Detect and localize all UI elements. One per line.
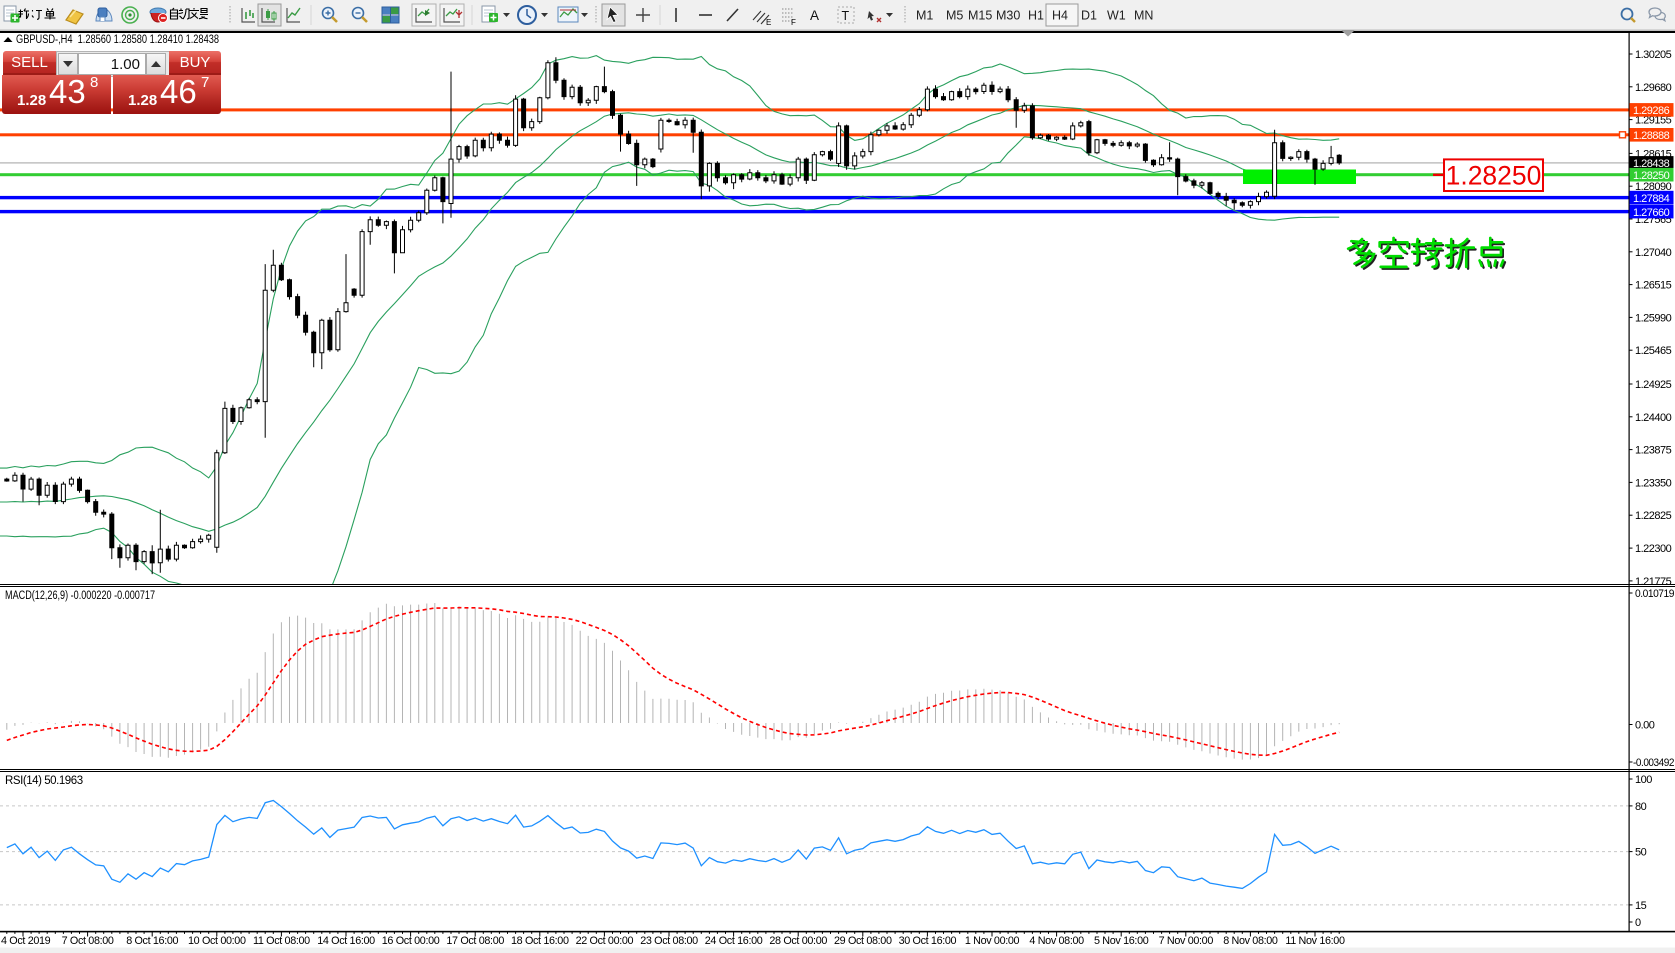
svg-text:100: 100 xyxy=(1635,774,1652,786)
svg-text:1.25990: 1.25990 xyxy=(1635,312,1672,324)
svg-text:T: T xyxy=(842,9,850,23)
svg-text:17 Oct 08:00: 17 Oct 08:00 xyxy=(446,935,504,947)
svg-text:-0.003492: -0.003492 xyxy=(1633,757,1674,769)
svg-text:1.24400: 1.24400 xyxy=(1635,412,1672,424)
svg-text:1.23350: 1.23350 xyxy=(1635,477,1672,489)
svg-text:1.22300: 1.22300 xyxy=(1635,543,1672,555)
svg-text:8 Nov 08:00: 8 Nov 08:00 xyxy=(1223,935,1278,947)
svg-text:W1: W1 xyxy=(1107,9,1126,23)
svg-text:M15: M15 xyxy=(968,9,992,23)
svg-text:1.27660: 1.27660 xyxy=(1633,207,1670,219)
svg-text:1.28250: 1.28250 xyxy=(1633,170,1670,182)
svg-text:4 Oct 2019: 4 Oct 2019 xyxy=(1,935,51,947)
svg-text:1.28250: 1.28250 xyxy=(1446,161,1542,191)
svg-text:1.29286: 1.29286 xyxy=(1633,105,1670,117)
svg-text:MN: MN xyxy=(1134,9,1153,23)
svg-text:0.00: 0.00 xyxy=(1635,720,1655,732)
svg-text:M30: M30 xyxy=(996,9,1020,23)
svg-text:10 Oct 00:00: 10 Oct 00:00 xyxy=(188,935,246,947)
svg-text:H4: H4 xyxy=(1052,9,1068,23)
svg-text:18 Oct 16:00: 18 Oct 16:00 xyxy=(511,935,569,947)
svg-text:MACD(12,26,9) -0.000220 -0.000: MACD(12,26,9) -0.000220 -0.000717 xyxy=(5,590,155,602)
svg-text:8 Oct 16:00: 8 Oct 16:00 xyxy=(126,935,178,947)
svg-text:RSI(14) 50.1963: RSI(14) 50.1963 xyxy=(5,775,83,787)
svg-text:GBPUSD-,H4 1.28560 1.28580 1.: GBPUSD-,H4 1.28560 1.28580 1.28410 1.284… xyxy=(16,34,219,46)
svg-text:M1: M1 xyxy=(916,9,933,23)
svg-text:E: E xyxy=(766,18,771,27)
svg-text:1.22825: 1.22825 xyxy=(1635,510,1672,522)
svg-text:24 Oct 16:00: 24 Oct 16:00 xyxy=(705,935,763,947)
svg-text:1.29155: 1.29155 xyxy=(1635,115,1672,127)
svg-text:1.26515: 1.26515 xyxy=(1635,280,1672,292)
svg-text:28 Oct 00:00: 28 Oct 00:00 xyxy=(769,935,827,947)
svg-text:1.28090: 1.28090 xyxy=(1635,181,1672,193)
svg-text:80: 80 xyxy=(1635,801,1647,813)
svg-text:15: 15 xyxy=(1635,900,1647,912)
svg-text:0.010719: 0.010719 xyxy=(1635,588,1674,600)
svg-text:1.24925: 1.24925 xyxy=(1635,379,1672,391)
svg-text:7 Oct 08:00: 7 Oct 08:00 xyxy=(62,935,114,947)
svg-text:22 Oct 00:00: 22 Oct 00:00 xyxy=(576,935,634,947)
svg-text:30 Oct 16:00: 30 Oct 16:00 xyxy=(899,935,957,947)
svg-text:1.27040: 1.27040 xyxy=(1635,247,1672,259)
svg-text:1.25465: 1.25465 xyxy=(1635,345,1672,357)
svg-text:D1: D1 xyxy=(1081,9,1097,23)
svg-text:29 Oct 08:00: 29 Oct 08:00 xyxy=(834,935,892,947)
svg-text:M5: M5 xyxy=(946,9,963,23)
svg-text:H1: H1 xyxy=(1028,9,1044,23)
svg-text:1.30205: 1.30205 xyxy=(1635,49,1672,61)
svg-text:0: 0 xyxy=(1635,917,1641,929)
svg-text:1.28438: 1.28438 xyxy=(1633,158,1670,170)
svg-text:4 Nov 08:00: 4 Nov 08:00 xyxy=(1029,935,1084,947)
svg-text:1 Nov 00:00: 1 Nov 00:00 xyxy=(965,935,1020,947)
svg-text:16 Oct 00:00: 16 Oct 00:00 xyxy=(382,935,440,947)
svg-text:F: F xyxy=(791,18,796,27)
svg-text:1.27884: 1.27884 xyxy=(1633,193,1670,205)
svg-text:1.29680: 1.29680 xyxy=(1635,82,1672,94)
svg-text:11 Oct 08:00: 11 Oct 08:00 xyxy=(253,935,310,947)
svg-text:1.21775: 1.21775 xyxy=(1635,576,1672,588)
svg-text:14 Oct 16:00: 14 Oct 16:00 xyxy=(317,935,375,947)
svg-text:5 Nov 16:00: 5 Nov 16:00 xyxy=(1094,935,1149,947)
svg-text:1.28888: 1.28888 xyxy=(1633,130,1670,142)
svg-text:50: 50 xyxy=(1635,847,1647,859)
svg-text:11 Nov 16:00: 11 Nov 16:00 xyxy=(1285,935,1345,947)
svg-text:7 Nov 00:00: 7 Nov 00:00 xyxy=(1159,935,1214,947)
svg-text:23 Oct 08:00: 23 Oct 08:00 xyxy=(640,935,698,947)
svg-text:A: A xyxy=(810,8,819,23)
svg-text:1.23875: 1.23875 xyxy=(1635,445,1672,457)
